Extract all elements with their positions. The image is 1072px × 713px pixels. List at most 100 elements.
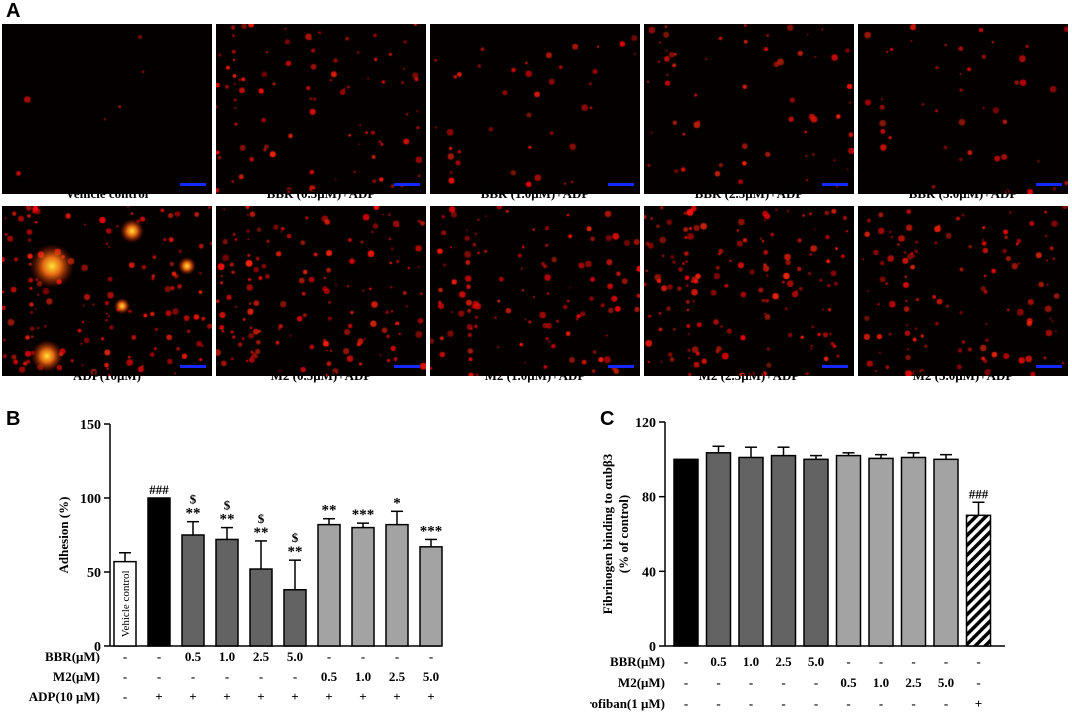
condition-row-label: M2(μM)	[618, 675, 665, 690]
condition-value: -	[911, 696, 915, 711]
bar	[933, 458, 959, 647]
bar	[283, 589, 307, 647]
bar	[835, 454, 862, 647]
bar	[705, 452, 732, 647]
bar	[215, 538, 239, 647]
condition-value: -	[911, 654, 915, 669]
condition-value: 1.0	[355, 669, 371, 684]
condition-value: -	[361, 649, 365, 664]
micrograph-row2-1	[2, 206, 212, 376]
panel-b-letter: B	[6, 408, 21, 430]
scale-bar	[180, 183, 206, 186]
significance-mark: **	[186, 506, 201, 522]
scale-bar	[1036, 365, 1062, 368]
condition-value: +	[189, 689, 196, 704]
significance-mark: ###	[969, 486, 989, 501]
condition-value: -	[944, 654, 948, 669]
y-tick-label: 0	[649, 640, 656, 655]
condition-value: -	[123, 689, 127, 704]
condition-value: +	[291, 689, 298, 704]
bar	[965, 514, 992, 647]
bar	[900, 456, 927, 647]
bar	[868, 457, 894, 647]
condition-value: +	[393, 689, 400, 704]
condition-value: -	[123, 649, 127, 664]
significance-mark: **	[322, 503, 337, 519]
condition-value: 5.0	[808, 654, 824, 669]
bar	[181, 534, 205, 647]
micrograph-row1-2	[216, 24, 426, 194]
condition-value: +	[359, 689, 366, 704]
condition-value: 0.5	[321, 669, 338, 684]
condition-value: -	[327, 649, 331, 664]
condition-value: -	[157, 649, 161, 664]
condition-value: +	[325, 689, 332, 704]
micrograph-label: BBR (5.0μM)+ADP	[908, 186, 1018, 201]
condition-value: 2.5	[775, 654, 792, 669]
y-tick-label: 40	[642, 565, 656, 580]
micrograph-row2-2	[216, 206, 426, 376]
condition-value: 1.0	[219, 649, 235, 664]
condition-value: -	[846, 696, 850, 711]
condition-value: 2.5	[905, 675, 922, 690]
condition-value: 1.0	[873, 675, 889, 690]
micrograph-row2-3	[430, 206, 640, 376]
condition-row-label: M2(μM)	[53, 669, 100, 684]
condition-value: -	[781, 696, 785, 711]
condition-row-label: ADP(10 μM)	[29, 689, 100, 704]
micrograph-label: M2 (0.5μM)+ADP	[270, 368, 372, 383]
significance-mark: ***	[352, 507, 375, 523]
condition-value: -	[225, 669, 229, 684]
significance-mark: *	[393, 495, 401, 511]
y-tick-label: 100	[80, 492, 101, 507]
micrograph-row1-5	[858, 24, 1068, 194]
condition-value: -	[123, 669, 127, 684]
condition-value: -	[191, 669, 195, 684]
micrograph-label: ADP(10μM)	[72, 368, 141, 383]
condition-value: 0.5	[710, 654, 727, 669]
micrograph-label: Vehicle control	[65, 186, 149, 201]
panel-a-letter: A	[6, 0, 21, 22]
bar	[351, 526, 375, 647]
y-tick-label: 120	[635, 416, 656, 431]
condition-value: 1.0	[743, 654, 759, 669]
condition-value: -	[429, 649, 433, 664]
significance-mark: **	[288, 544, 303, 560]
condition-value: -	[684, 696, 688, 711]
bar	[249, 568, 273, 647]
scale-bar	[608, 183, 634, 186]
significance-mark: $	[190, 492, 197, 507]
condition-value: +	[975, 696, 982, 711]
condition-value: 0.5	[840, 675, 857, 690]
condition-value: -	[976, 654, 980, 669]
bar	[385, 523, 409, 647]
adhesion-bar-chart: 0 50 100 150 Adhesion (%) Vehicle control ### *…	[29, 418, 443, 704]
y-tick-label: 0	[94, 640, 101, 655]
significance-mark: **	[254, 525, 269, 541]
condition-value: -	[814, 696, 818, 711]
significance-mark: ###	[149, 482, 169, 497]
bar	[738, 456, 764, 647]
condition-value: +	[223, 689, 230, 704]
y-axis-label: Adhesion (%)	[56, 497, 71, 574]
condition-value: -	[716, 675, 720, 690]
condition-value: 5.0	[287, 649, 303, 664]
micrograph-label: M2 (5.0μM)+ADP	[912, 368, 1014, 383]
significance-mark: $	[292, 530, 299, 545]
micrograph-row1-4	[644, 24, 854, 194]
significance-mark: **	[220, 512, 235, 528]
bar-label: Vehicle control	[120, 570, 132, 637]
significance-mark: $	[258, 511, 265, 526]
bar	[803, 458, 829, 647]
scale-bar	[394, 365, 420, 368]
micrograph-label: BBR (2.5μM)+ADP	[694, 186, 804, 201]
condition-value: -	[395, 649, 399, 664]
bar	[770, 454, 797, 647]
y-tick-label: 80	[642, 491, 656, 506]
micrograph-row2-4	[644, 206, 854, 376]
scale-bar	[180, 365, 206, 368]
bar	[113, 560, 137, 647]
condition-value: -	[157, 669, 161, 684]
fibrinogen-binding-bar-chart: 0 40 80 120 Fibrinogen binding to αιιbβ3 (% o…	[590, 416, 1005, 711]
micrograph-row1-1	[2, 24, 212, 194]
